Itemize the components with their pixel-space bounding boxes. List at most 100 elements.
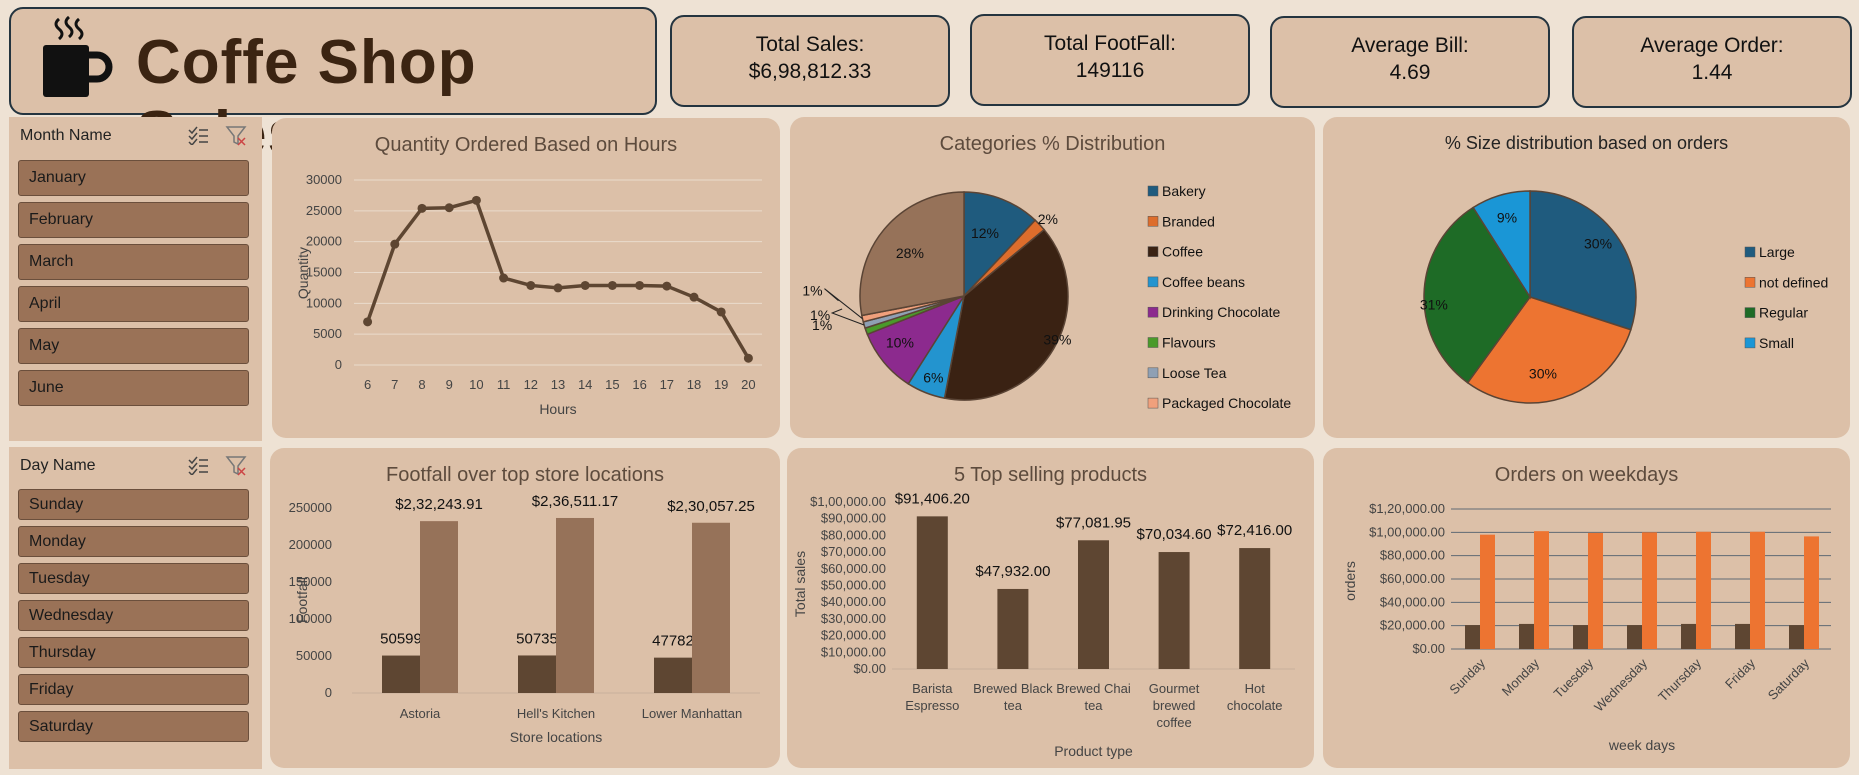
slicer-item-may[interactable]: May — [18, 328, 249, 364]
x-tick-label: Barista Espresso — [905, 681, 959, 713]
slicer-item-tuesday[interactable]: Tuesday — [18, 563, 249, 594]
slicer-item-friday[interactable]: Friday — [18, 674, 249, 705]
data-label: 2% — [1038, 211, 1058, 227]
bar — [1465, 625, 1480, 649]
x-tick-label: Lower Manhattan — [642, 706, 742, 721]
slicer-item-thursday[interactable]: Thursday — [18, 637, 249, 668]
x-tick-label: 12 — [524, 377, 538, 392]
products-bar-chart: $1,00,000.00 $90,000.00$80,000.00 $70,000.… — [792, 490, 1295, 759]
x-axis-label: week days — [1608, 737, 1675, 753]
y-tick-label: 200000 — [289, 537, 332, 552]
legend-label: Regular — [1759, 305, 1808, 321]
data-label: 50599 — [380, 631, 422, 648]
sizes-chart-panel: % Size distribution based on orders 30% 3… — [1323, 117, 1850, 438]
y-tick-label: $20,000.00 — [821, 628, 886, 643]
legend-label: Branded — [1162, 213, 1215, 229]
bar — [1588, 532, 1603, 649]
bar — [1158, 552, 1190, 669]
bar — [556, 517, 594, 693]
data-label: $77,081.95 — [1056, 514, 1131, 531]
data-point — [716, 307, 726, 317]
clear-filter-icon[interactable] — [225, 125, 247, 147]
y-tick-label: 250000 — [289, 500, 332, 515]
data-label: 30% — [1584, 235, 1612, 251]
multi-select-icon[interactable] — [187, 125, 209, 145]
x-tick-label: 11 — [497, 377, 511, 392]
x-tick-label: 17 — [660, 377, 674, 392]
y-tick-label: 10000 — [306, 295, 342, 310]
chart-title: Quantity Ordered Based on Hours — [374, 134, 678, 156]
x-tick-label: Gourmet brewed coffee — [1149, 681, 1200, 730]
y-tick-label: 20000 — [306, 234, 342, 249]
data-label: $91,406.20 — [895, 490, 970, 507]
chart-title: Orders on weekdays — [1494, 464, 1679, 486]
x-tick-label: Friday — [1722, 655, 1758, 691]
slicer-title: Month Name — [20, 127, 112, 144]
y-tick-label: $40,000.00 — [1380, 594, 1445, 609]
data-label: $72,416.00 — [1217, 522, 1292, 539]
data-label: 6% — [923, 369, 943, 385]
x-tick-label: Saturday — [1765, 655, 1813, 703]
slicer-item-sunday[interactable]: Sunday — [18, 489, 249, 520]
slicer-item-june[interactable]: June — [18, 370, 249, 406]
kpi-average-order: Average Order: 1.44 — [1572, 16, 1852, 108]
data-label: $47,932.00 — [975, 563, 1050, 580]
slicer-item-monday[interactable]: Monday — [18, 526, 249, 557]
y-tick-label: $0.00 — [853, 661, 886, 676]
y-tick-label: $20,000.00 — [1380, 618, 1445, 633]
y-tick-label: 150000 — [289, 574, 332, 589]
x-tick-label: 8 — [418, 377, 425, 392]
multi-select-icon[interactable] — [187, 455, 209, 475]
data-label: $2,36,511.17 — [532, 493, 618, 510]
x-axis-label: Hours — [539, 401, 576, 417]
x-tick-label: 10 — [469, 377, 483, 392]
data-point — [580, 280, 590, 290]
pie-slice — [943, 228, 1069, 401]
y-tick-label: 0 — [335, 357, 342, 372]
day-slicer: Day Name Sunday Monday Tuesday Wednesday Thu… — [9, 447, 262, 769]
y-tick-label: 5000 — [313, 326, 342, 341]
kpi-label: Average Bill: — [1351, 34, 1469, 57]
data-label: 10% — [886, 334, 914, 350]
data-point — [607, 280, 617, 290]
data-label: $2,30,057.25 — [667, 498, 755, 515]
slicer-item-wednesday[interactable]: Wednesday — [18, 600, 249, 631]
legend-swatch — [1744, 337, 1756, 349]
clear-filter-icon[interactable] — [225, 455, 247, 477]
bar — [692, 522, 730, 693]
x-tick-label: Brewed Black tea — [973, 681, 1053, 713]
x-tick-label: Sunday — [1446, 655, 1488, 697]
x-tick-label: Astoria — [400, 706, 441, 721]
data-point — [635, 280, 645, 290]
slicer-item-march[interactable]: March — [18, 244, 249, 280]
leader-line — [824, 288, 863, 320]
y-tick-label: $40,000.00 — [821, 594, 886, 609]
slicer-item-april[interactable]: April — [18, 286, 249, 322]
footfall-bar-chart: 250000 200000 150000 100000 50000 0 50599 $2,32… — [289, 493, 760, 745]
pie-slice — [1466, 296, 1632, 404]
bar — [1519, 623, 1534, 649]
weekdays-chart-panel: Orders on weekdays $1,20,000.00 $1,00,000… — [1323, 448, 1850, 768]
data-label: 50735 — [516, 630, 558, 647]
slicer-item-january[interactable]: January — [18, 160, 249, 196]
categories-chart-panel: Categories % Distribution 12% 2% 39% 6% 10% 1… — [790, 117, 1315, 438]
x-tick-label: 13 — [551, 377, 565, 392]
slicer-item-february[interactable]: February — [18, 202, 249, 238]
kpi-value: $6,98,812.33 — [748, 60, 872, 83]
x-tick-label: 6 — [364, 377, 371, 392]
y-tick-label: 0 — [325, 685, 332, 700]
x-tick-label: Hell's Kitchen — [517, 706, 595, 721]
data-point — [662, 281, 672, 291]
bar — [1480, 534, 1495, 649]
x-tick-label: 14 — [578, 377, 592, 392]
kpi-value: 4.69 — [1389, 61, 1431, 84]
y-tick-label: 100000 — [289, 611, 332, 626]
x-tick-label: Brewed Chai tea — [1056, 681, 1131, 713]
bar — [916, 516, 948, 669]
slicer-item-saturday[interactable]: Saturday — [18, 711, 249, 742]
x-tick-label: 20 — [741, 377, 755, 392]
legend-swatch — [1744, 307, 1756, 318]
x-tick-label: Monday — [1499, 655, 1543, 699]
x-tick-label: 15 — [605, 377, 619, 392]
legend-swatch — [1147, 337, 1159, 348]
